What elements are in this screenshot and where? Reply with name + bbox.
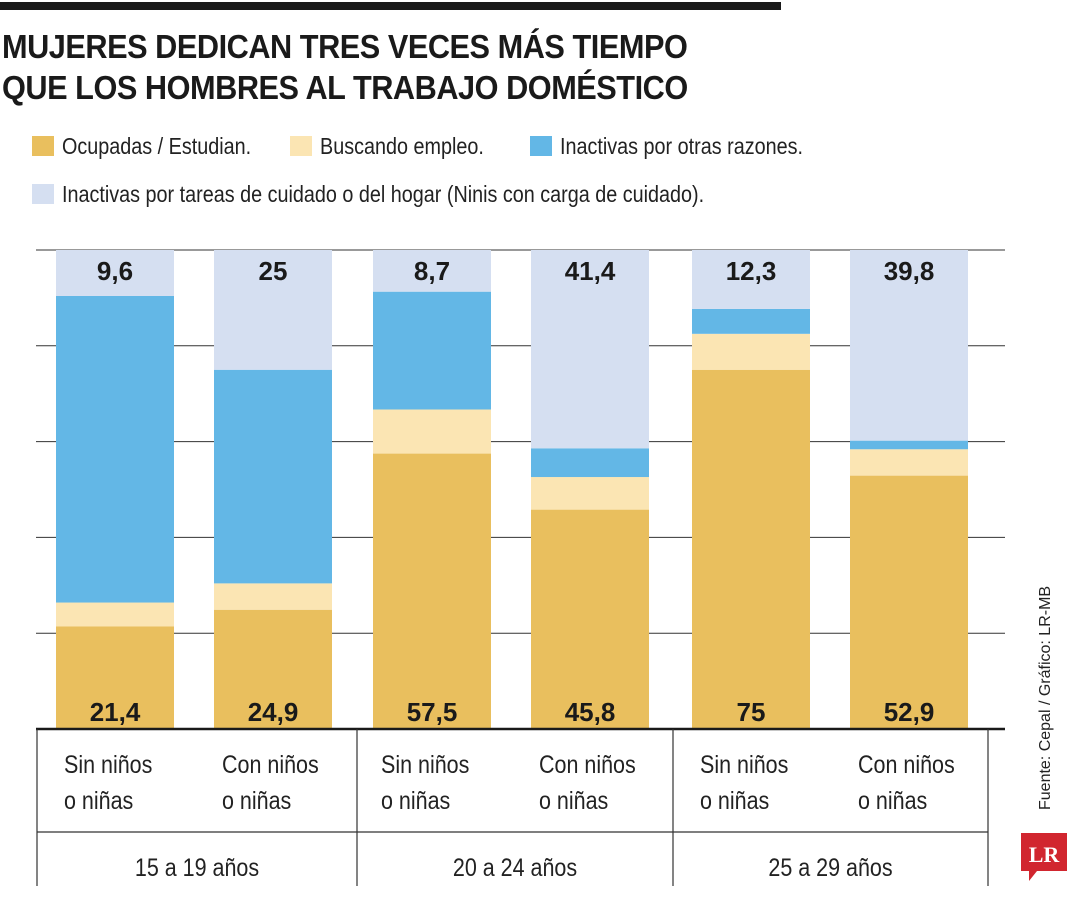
legend-label-ocupadas: Ocupadas / Estudian.	[62, 132, 252, 159]
top-rule	[0, 2, 781, 10]
bar-segment-s1-c3	[531, 477, 649, 510]
legend-row-2: Inactivas por tareas de cuidado o del ho…	[32, 175, 932, 213]
bar-segment-s0-c5	[850, 475, 968, 729]
bar-segment-s1-c4	[692, 333, 810, 370]
chart-title-line-2: QUE LOS HOMBRES AL TRABAJO DOMÉSTICO	[2, 69, 688, 106]
data-label-ocupadas-3: 45,8	[565, 697, 616, 727]
data-labels: 21,4 9,6 24,9 25 57,5 8,7 45,8 41,4 75 12,3 52,9 39…	[90, 256, 935, 727]
bar-segment-s0-c0	[56, 626, 174, 729]
legend-swatch-inactivas-otras	[530, 136, 553, 156]
group-label-2: 25 a 29 años	[768, 853, 892, 881]
category-label-0-line1: Sin niños	[64, 750, 152, 778]
legend-label-buscando: Buscando empleo.	[319, 132, 484, 159]
category-label-3-line2: o niñas	[539, 786, 608, 814]
category-label-5-line2: o niñas	[858, 786, 927, 814]
data-label-cuidado-5: 39,8	[884, 256, 935, 286]
category-label-4-line1: Sin niños	[700, 750, 788, 778]
bar-segment-s3-c2	[373, 250, 491, 292]
category-label-1-line2: o niñas	[222, 786, 291, 814]
source-note: Fuente: Cepal / Gráfico: LR-MB	[1037, 585, 1054, 810]
category-label-0-line2: o niñas	[64, 786, 133, 814]
legend-item-ocupadas: Ocupadas / Estudian.	[32, 133, 282, 160]
bar-segment-s0-c1	[214, 609, 332, 729]
bar-segment-s2-c0	[56, 295, 174, 603]
bar-segment-s1-c1	[214, 583, 332, 610]
category-axis: Sin niños o niñas Con niños o niñas Sin niño…	[36, 727, 1005, 886]
data-label-cuidado-0: 9,6	[97, 256, 133, 286]
category-label-5-line1: Con niños	[858, 750, 955, 778]
legend-label-inactivas-otras: Inactivas por otras razones.	[560, 132, 804, 159]
legend-swatch-ocupadas	[32, 136, 54, 156]
category-label-2-line2: o niñas	[381, 786, 450, 814]
legend-swatch-buscando	[289, 136, 312, 156]
legend-swatch-inactivas-cuidado	[32, 184, 54, 204]
category-label-1-line1: Con niños	[222, 750, 319, 778]
bar-segment-s2-c5	[850, 440, 968, 450]
bar-segment-s3-c4	[692, 250, 810, 309]
data-label-ocupadas-5: 52,9	[884, 697, 935, 727]
bar-segment-s2-c3	[531, 448, 649, 478]
bar-segment-s3-c5	[850, 250, 968, 441]
data-label-ocupadas-0: 21,4	[90, 697, 141, 727]
data-label-cuidado-1: 25	[259, 256, 288, 286]
chart-title-line-1: MUJERES DEDICAN TRES VECES MÁS TIEMPO	[2, 28, 688, 65]
data-label-ocupadas-2: 57,5	[407, 697, 458, 727]
data-label-cuidado-3: 41,4	[565, 256, 616, 286]
group-label-0: 15 a 19 años	[135, 853, 259, 881]
data-label-ocupadas-1: 24,9	[248, 697, 299, 727]
lr-logo: LR	[1021, 833, 1067, 881]
bar-segment-s0-c4	[692, 369, 810, 729]
data-label-cuidado-4: 12,3	[726, 256, 777, 286]
bar-segment-s1-c0	[56, 602, 174, 627]
lr-logo-text: LR	[1029, 842, 1061, 867]
legend-item-inactivas-cuidado: Inactivas por tareas de cuidado o del ho…	[32, 181, 809, 208]
bar-segment-s3-c1	[214, 250, 332, 370]
legend-label-inactivas-cuidado: Inactivas por tareas de cuidado o del ho…	[62, 180, 705, 207]
bar-segment-s1-c5	[850, 449, 968, 476]
legend-row-1: Ocupadas / Estudian. Buscando empleo. In…	[32, 127, 932, 165]
category-label-3-line1: Con niños	[539, 750, 636, 778]
bar-segment-s1-c2	[373, 409, 491, 454]
legend-item-inactivas-otras: Inactivas por otras razones.	[530, 133, 843, 160]
group-label-1: 20 a 24 años	[453, 853, 577, 881]
bar-segment-s3-c3	[531, 250, 649, 449]
bar-segment-s2-c1	[214, 369, 332, 584]
bar-segment-s2-c4	[692, 308, 810, 334]
bars	[56, 250, 968, 729]
bar-segment-s2-c2	[373, 291, 491, 410]
bar-segment-s3-c0	[56, 250, 174, 296]
chart-title: MUJERES DEDICAN TRES VECES MÁS TIEMPO QU…	[2, 26, 746, 108]
bar-segment-s0-c3	[531, 509, 649, 729]
legend-item-buscando: Buscando empleo.	[289, 132, 511, 160]
data-label-cuidado-2: 8,7	[414, 256, 450, 286]
bar-segment-s0-c2	[373, 453, 491, 729]
data-label-ocupadas-4: 75	[737, 697, 766, 727]
category-label-4-line2: o niñas	[700, 786, 769, 814]
legend: Ocupadas / Estudian. Buscando empleo. In…	[32, 127, 932, 223]
category-label-2-line1: Sin niños	[381, 750, 469, 778]
